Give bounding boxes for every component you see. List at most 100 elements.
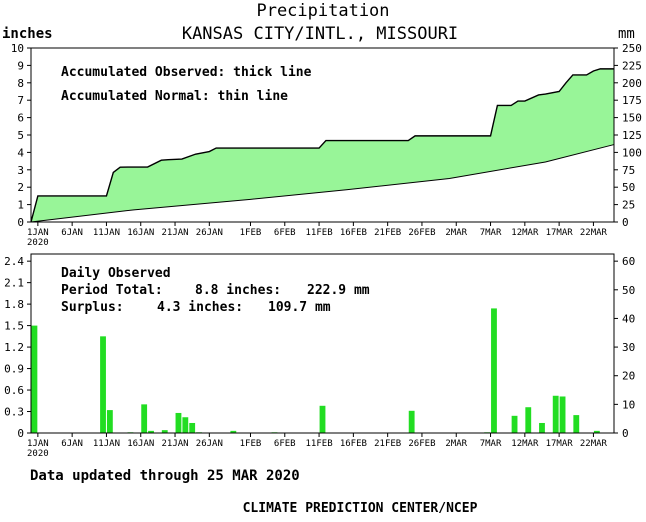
surplus-mm: 109.7 mm <box>268 300 331 315</box>
x-tick-label: 11FEB <box>306 228 333 238</box>
daily-bar <box>573 415 580 433</box>
daily-panel: Daily Observed Period Total: 8.8 inches:… <box>4 253 635 459</box>
x-tick-label: 16JAN <box>127 439 154 449</box>
legend-normal: Accumulated Normal: thin line <box>61 89 288 104</box>
daily-bar <box>141 404 148 433</box>
y-tick-label-mm: 125 <box>622 129 642 142</box>
y-tick-label: 2 <box>17 181 24 194</box>
x-tick-label: 7MAR <box>480 228 502 238</box>
y-tick-label: 9 <box>17 59 24 72</box>
surplus-area <box>31 68 614 222</box>
daily-bar <box>552 395 559 433</box>
x-tick-label: 11FEB <box>306 439 333 449</box>
right-unit-label: mm <box>618 26 635 42</box>
y-tick-label: 2.1 <box>4 277 24 290</box>
daily-bar <box>408 410 415 433</box>
daily-bar <box>559 396 566 433</box>
y-tick-label-mm: 100 <box>622 146 642 159</box>
y-tick-label-mm: 225 <box>622 59 642 72</box>
x-tick-label: 1FEB <box>240 228 262 238</box>
y-tick-label: 8 <box>17 77 24 90</box>
y-tick-label: 0.9 <box>4 363 24 376</box>
daily-bar <box>539 422 545 433</box>
period-total-label: Period Total: <box>61 283 163 298</box>
normal-line <box>30 144 615 223</box>
y-tick-label: 5 <box>17 129 24 142</box>
credit-line: CLIMATE PREDICTION CENTER/NCEP <box>243 501 478 516</box>
x-tick-label: 16FEB <box>340 439 367 449</box>
daily-bar <box>182 417 189 433</box>
y-tick-label: 1.2 <box>4 341 24 354</box>
observed-line <box>30 68 614 223</box>
x-tick-label: 1FEB <box>240 439 262 449</box>
x-tick-label: 2MAR <box>445 439 467 449</box>
x-tick-label: 1JAN <box>27 439 49 449</box>
surplus-label: Surplus: <box>61 300 124 315</box>
daily-bar <box>175 412 182 433</box>
x-tick-label: 12MAR <box>511 228 539 238</box>
y-tick-label-mm: 0 <box>622 216 629 229</box>
daily-bar <box>106 410 113 433</box>
daily-bar <box>148 430 154 433</box>
data-updated-note: Data updated through 25 MAR 2020 <box>30 468 300 484</box>
x-tick-label: 22MAR <box>580 439 608 449</box>
x-tick-label: 6FEB <box>274 439 296 449</box>
y-tick-label-mm: 20 <box>622 370 635 383</box>
x-tick-label: 6JAN <box>61 228 83 238</box>
daily-bar <box>230 430 237 433</box>
daily-observed-title: Daily Observed <box>61 266 171 281</box>
station-name: KANSAS CITY/INTL., MISSOURI <box>182 24 458 44</box>
x-tick-label: 1JAN <box>27 228 49 238</box>
y-tick-label: 3 <box>17 164 24 177</box>
y-tick-label-mm: 50 <box>622 181 635 194</box>
y-tick-label: 0 <box>17 427 24 440</box>
daily-bar <box>491 308 497 433</box>
x-tick-label: 6FEB <box>274 228 296 238</box>
chart-title: Precipitation <box>256 1 389 21</box>
x-tick-label: 21JAN <box>161 439 188 449</box>
x-tick-label: 21JAN <box>161 228 188 238</box>
y-tick-label: 6 <box>17 112 24 125</box>
x-tick-label: 11JAN <box>93 228 120 238</box>
x-tick-label: 22MAR <box>580 228 608 238</box>
y-tick-label-mm: 0 <box>622 427 629 440</box>
x-tick-year: 2020 <box>27 238 49 248</box>
daily-bar <box>161 430 168 433</box>
period-total-inches: 8.8 inches: <box>195 283 281 298</box>
daily-bar <box>100 336 106 433</box>
x-tick-label: 26FEB <box>408 228 435 238</box>
y-tick-label: 0.3 <box>4 406 24 419</box>
x-tick-label: 6JAN <box>61 439 83 449</box>
y-tick-label: 1.5 <box>4 320 24 333</box>
x-tick-label: 16JAN <box>127 228 154 238</box>
x-tick-label: 21FEB <box>374 228 401 238</box>
left-unit-label: inches <box>2 26 53 42</box>
x-tick-label: 17MAR <box>546 228 574 238</box>
y-tick-label-mm: 60 <box>622 255 635 268</box>
y-tick-label-mm: 150 <box>622 112 642 125</box>
y-tick-label: 1.8 <box>4 298 24 311</box>
y-tick-label: 10 <box>11 42 24 55</box>
accumulated-panel: Accumulated Observed: thick line Accumul… <box>11 42 642 248</box>
x-tick-year: 2020 <box>27 449 49 459</box>
x-tick-label: 21FEB <box>374 439 401 449</box>
x-tick-label: 12MAR <box>511 439 539 449</box>
x-tick-label: 26JAN <box>196 228 223 238</box>
y-tick-label-mm: 30 <box>622 341 635 354</box>
y-tick-label: 4 <box>17 146 24 159</box>
x-tick-label: 26JAN <box>196 439 223 449</box>
x-tick-label: 17MAR <box>546 439 574 449</box>
y-tick-label-mm: 250 <box>622 42 642 55</box>
y-tick-label-mm: 50 <box>622 284 635 297</box>
daily-bar <box>593 430 600 433</box>
x-tick-label: 2MAR <box>445 228 467 238</box>
y-tick-label-mm: 40 <box>622 312 635 325</box>
y-tick-label-mm: 10 <box>622 398 635 411</box>
y-tick-label: 2.4 <box>4 255 24 268</box>
x-tick-label: 11JAN <box>93 439 120 449</box>
x-tick-label: 7MAR <box>480 439 502 449</box>
surplus-inches: 4.3 inches: <box>157 300 243 315</box>
y-tick-label: 0 <box>17 216 24 229</box>
y-tick-label: 1 <box>17 199 24 212</box>
